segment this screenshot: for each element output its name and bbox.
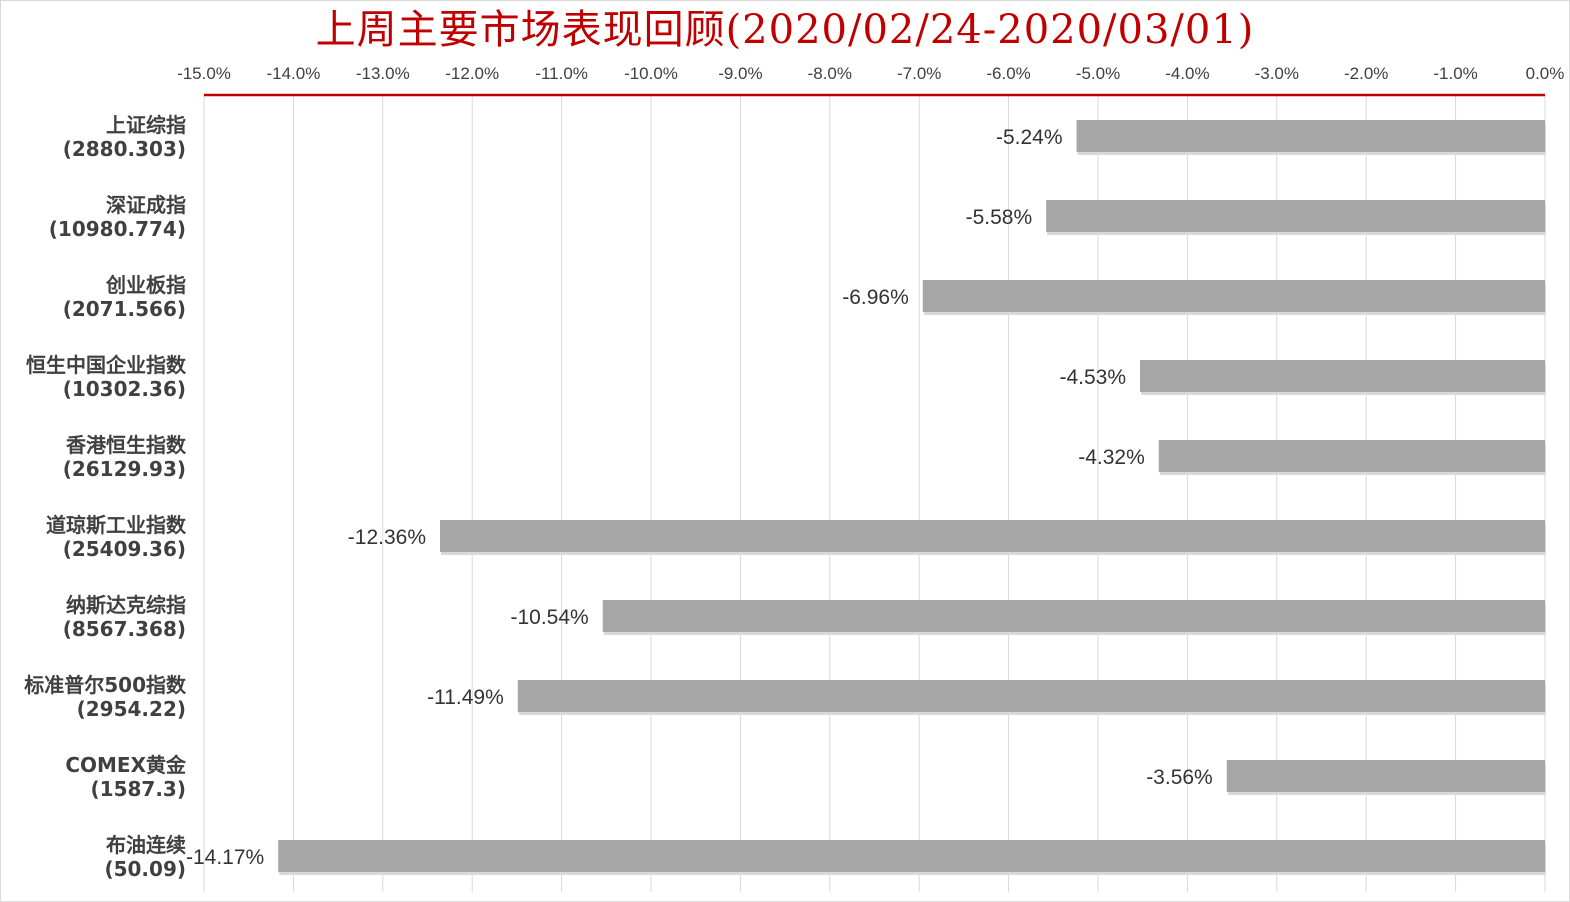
x-tick-label: -13.0% (356, 64, 410, 83)
data-label: -5.58% (966, 206, 1033, 229)
bar (922, 280, 1545, 312)
category-name: 道琼斯工业指数 (46, 513, 187, 537)
category-value: (2880.303) (63, 137, 186, 161)
x-tick-label: -8.0% (808, 64, 852, 83)
category-value: (25409.36) (63, 537, 186, 561)
data-label: -5.24% (996, 126, 1063, 149)
bar (1046, 200, 1545, 232)
category-value: (10980.774) (49, 217, 186, 241)
x-tick-label: -2.0% (1344, 64, 1388, 83)
x-tick-label: -7.0% (897, 64, 941, 83)
chart-title: 上周主要市场表现回顾(2020/02/24-2020/03/01) (315, 7, 1255, 53)
bar (1226, 760, 1545, 792)
bar (1140, 360, 1545, 392)
data-label: -4.53% (1059, 366, 1126, 389)
data-label: -14.17% (186, 846, 264, 869)
x-tick-label: -9.0% (718, 64, 762, 83)
data-label: -12.36% (348, 526, 426, 549)
x-tick-label: 0.0% (1526, 64, 1565, 83)
x-tick-label: -1.0% (1433, 64, 1477, 83)
x-tick-label: -4.0% (1165, 64, 1209, 83)
category-name: COMEX黄金 (65, 753, 187, 777)
x-tick-label: -5.0% (1076, 64, 1120, 83)
category-name: 香港恒生指数 (66, 433, 187, 457)
category-name: 上证综指 (106, 113, 186, 137)
bar (1076, 120, 1545, 152)
bar (517, 680, 1546, 712)
x-tick-label: -6.0% (986, 64, 1030, 83)
category-name: 纳斯达克综指 (66, 593, 186, 617)
data-label: -4.32% (1078, 446, 1145, 469)
bar (278, 840, 1545, 872)
data-label: -3.56% (1146, 766, 1213, 789)
category-value: (2954.22) (77, 697, 186, 721)
bars (278, 120, 1547, 875)
category-labels: 上证综指(2880.303) 深证成指(10980.774) 创业板指(2071.5… (24, 113, 187, 881)
category-value: (50.09) (104, 857, 186, 881)
category-value: (10302.36) (63, 377, 186, 401)
data-labels: -5.24% -5.58% -6.96% -4.53% -4.32% -12.36% -10… (186, 126, 1213, 869)
x-tick-label: -15.0% (177, 64, 231, 83)
category-value: (2071.566) (63, 297, 186, 321)
category-value: (1587.3) (91, 777, 186, 801)
data-label: -10.54% (511, 606, 589, 629)
x-tick-label: -11.0% (535, 64, 588, 83)
data-label: -11.49% (427, 686, 504, 709)
category-value: (26129.93) (63, 457, 186, 481)
category-name: 恒生中国企业指数 (26, 353, 187, 377)
x-tick-label: -12.0% (445, 64, 499, 83)
bar (440, 520, 1545, 552)
x-axis-ticks: -15.0% -14.0% -13.0% -12.0% -11.0% -10.0% -9.0… (177, 64, 1564, 83)
x-tick-label: -10.0% (624, 64, 678, 83)
category-name: 深证成指 (106, 193, 186, 217)
x-tick-label: -3.0% (1255, 64, 1299, 83)
category-name: 布油连续 (106, 833, 186, 857)
category-name: 创业板指 (105, 273, 186, 297)
bar (1158, 440, 1545, 472)
x-tick-label: -14.0% (266, 64, 320, 83)
category-name: 标准普尔500指数 (24, 673, 187, 697)
bar (602, 600, 1545, 632)
data-label: -6.96% (842, 286, 909, 309)
category-value: (8567.368) (63, 617, 186, 641)
